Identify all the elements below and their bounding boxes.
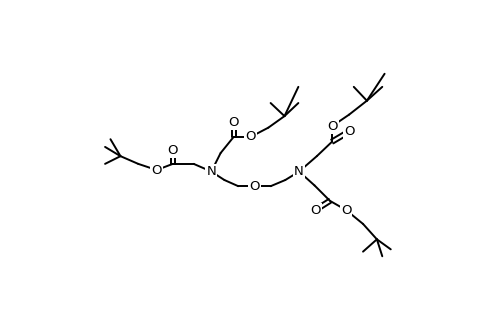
Text: O: O <box>246 130 256 143</box>
Text: O: O <box>344 125 354 138</box>
Text: O: O <box>152 164 162 176</box>
Text: O: O <box>228 116 239 129</box>
Text: N: N <box>207 165 216 178</box>
Text: O: O <box>310 203 321 216</box>
Text: O: O <box>168 143 178 156</box>
Text: N: N <box>294 165 304 178</box>
Text: O: O <box>327 120 338 133</box>
Text: O: O <box>249 180 260 193</box>
Text: O: O <box>341 203 351 216</box>
